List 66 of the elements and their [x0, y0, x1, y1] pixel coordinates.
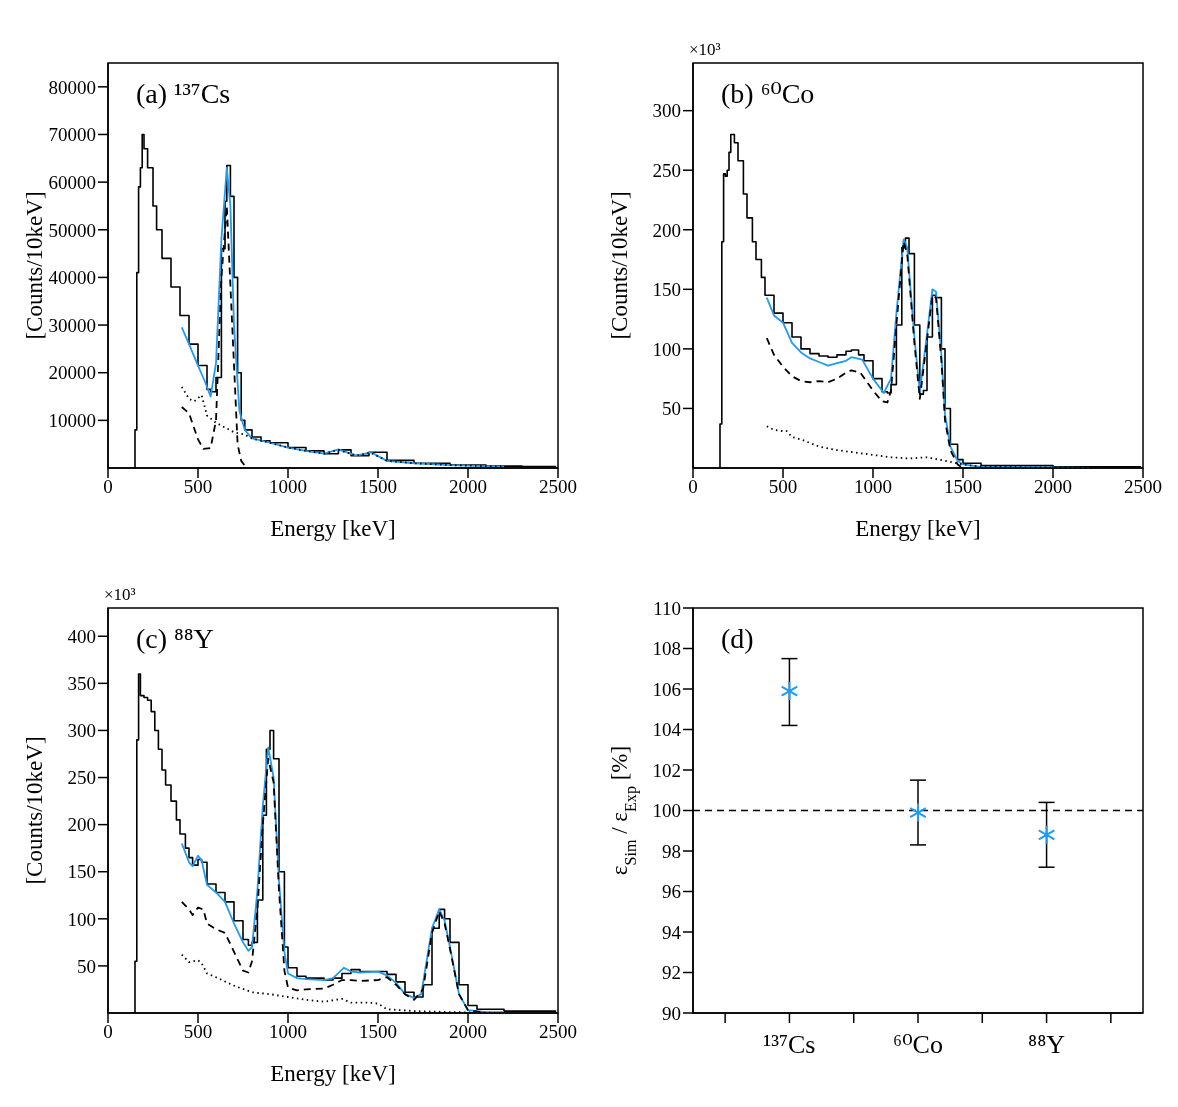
- y-tick-label: 30000: [48, 314, 96, 336]
- y-axis-title: [Counts/10keV]: [22, 736, 47, 885]
- text: (b) ⁶⁰Co: [721, 78, 815, 109]
- y-tick-label: 108: [652, 638, 681, 660]
- x-tick-label: 2000: [449, 1021, 487, 1043]
- y-tick-label: 350: [67, 673, 96, 695]
- text: (d): [721, 623, 754, 654]
- x-axis-title: Energy [keV]: [855, 516, 981, 541]
- x-tick-label: 0: [103, 1021, 113, 1043]
- y-tick-label: 106: [652, 678, 681, 700]
- y-axis-title: [Counts/10keV]: [22, 191, 47, 340]
- y-tick-label: 100: [652, 800, 681, 822]
- x-tick-label: ¹³⁷Cs: [763, 1030, 816, 1060]
- text: ×10³: [104, 585, 136, 604]
- x-tick-label: 1000: [269, 1021, 307, 1043]
- y-tick-label: 300: [652, 100, 681, 122]
- y-tick-label: 50: [77, 955, 96, 977]
- y-tick-label: 104: [652, 719, 682, 741]
- x-tick-label: 1500: [944, 476, 982, 498]
- x-tick-label: 1000: [269, 476, 307, 498]
- y-tick-label: 200: [652, 219, 681, 241]
- x-tick-label: 500: [768, 476, 798, 498]
- x-tick-label: 1000: [854, 476, 892, 498]
- y-tick-label: 50000: [48, 219, 96, 241]
- y-tick-label: 98: [662, 840, 681, 862]
- x-tick-label: 0: [103, 476, 113, 498]
- y-tick-label: 20000: [48, 362, 96, 384]
- y-tick-label: 80000: [48, 76, 96, 98]
- y-tick-label: 94: [662, 921, 682, 943]
- x-tick-label: 1500: [359, 476, 397, 498]
- y-tick-label: 92: [662, 962, 681, 984]
- y-tick-label: 200: [67, 814, 96, 836]
- x-tick-label: 2500: [539, 1021, 577, 1043]
- x-tick-label: 2000: [449, 476, 487, 498]
- y-tick-label: 150: [652, 279, 681, 301]
- x-tick-label: ⁸⁸Y: [1028, 1030, 1066, 1060]
- y-tick-label: 400: [67, 626, 96, 647]
- x-tick-label: 2000: [1034, 476, 1072, 498]
- y-tick-label: 250: [67, 767, 96, 789]
- text: (c) ⁸⁸Y: [136, 623, 214, 654]
- text: ×10³: [689, 40, 721, 59]
- y-tick-label: 102: [652, 759, 681, 781]
- x-tick-label: ⁶⁰Co: [893, 1030, 943, 1060]
- x-tick-label: 2500: [1124, 476, 1162, 498]
- y-tick-label: 110: [653, 597, 681, 619]
- y-tick-label: 100: [652, 338, 681, 360]
- y-axis-title: [Counts/10keV]: [607, 191, 632, 340]
- y-tick-label: 250: [652, 159, 681, 181]
- y-tick-label: 300: [67, 720, 96, 742]
- x-tick-label: 1500: [359, 1021, 397, 1043]
- x-tick-label: 2500: [539, 476, 577, 498]
- x-axis-title: Energy [keV]: [270, 516, 396, 541]
- x-tick-label: 500: [183, 476, 213, 498]
- y-tick-label: 50: [662, 398, 681, 420]
- y-tick-label: 150: [67, 861, 96, 883]
- x-tick-label: 0: [688, 476, 698, 498]
- y-tick-label: 60000: [48, 171, 96, 193]
- y-tick-label: 96: [662, 881, 681, 903]
- x-tick-label: 500: [183, 1021, 213, 1043]
- x-axis-title: Energy [keV]: [270, 1061, 396, 1086]
- y-tick-label: 10000: [48, 410, 96, 432]
- y-tick-label: 90: [662, 1002, 681, 1024]
- y-tick-label: 40000: [48, 267, 96, 289]
- text: (a) ¹³⁷Cs: [136, 78, 231, 109]
- y-tick-label: 70000: [48, 124, 96, 146]
- y-tick-label: 100: [67, 908, 96, 930]
